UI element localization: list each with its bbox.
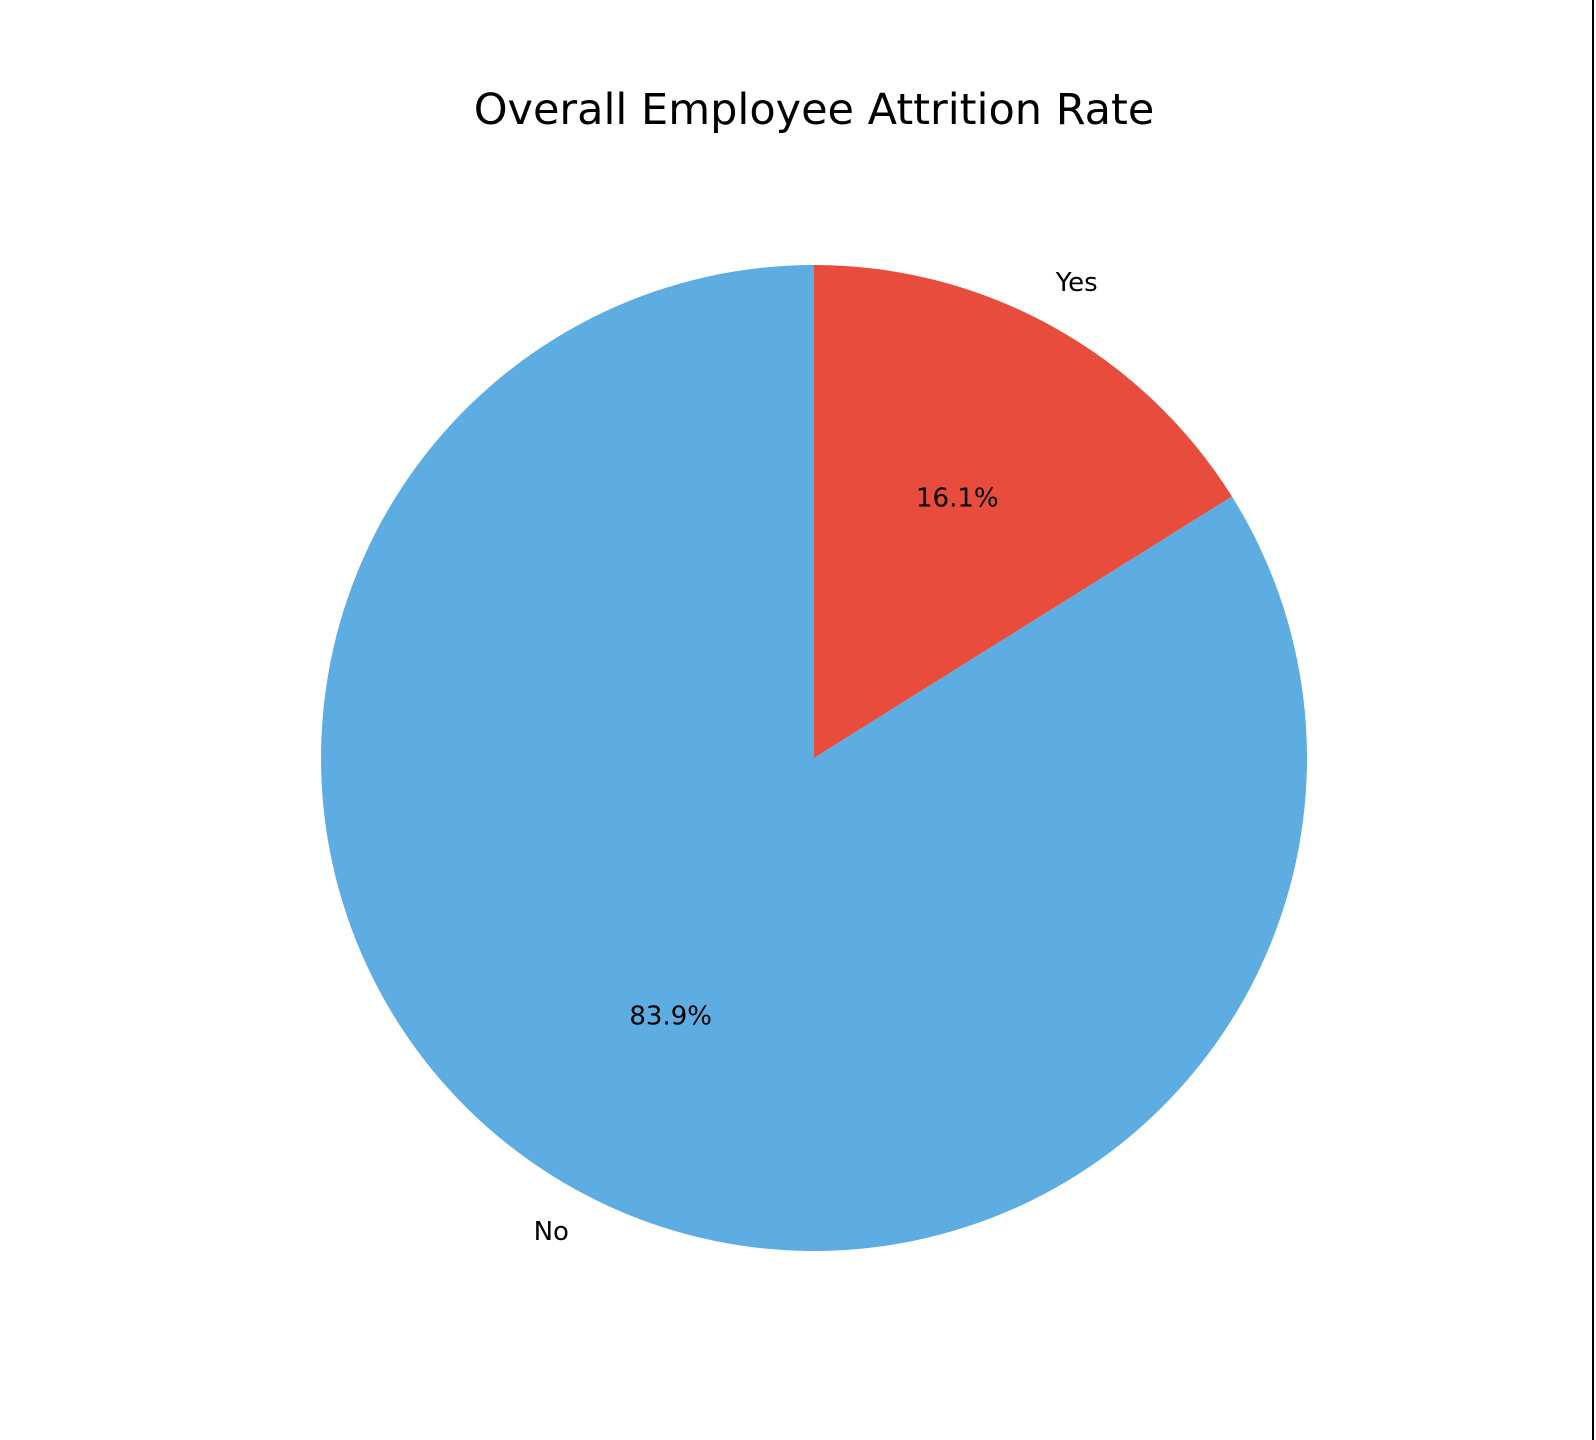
slice-label-no: No	[534, 1217, 569, 1247]
pie-slices	[321, 265, 1307, 1252]
slice-percent-no: 83.9%	[629, 1001, 712, 1031]
pie-labels: Yes 16.1% No 83.9%	[534, 268, 1098, 1247]
figure-edge-line	[1592, 0, 1594, 1440]
pie-slice-yes	[814, 265, 1232, 758]
chart-title: Overall Employee Attrition Rate	[474, 85, 1155, 135]
pie-slice-no	[321, 265, 1307, 1252]
slice-label-yes: Yes	[1055, 268, 1098, 298]
slice-percent-yes: 16.1%	[916, 484, 999, 514]
